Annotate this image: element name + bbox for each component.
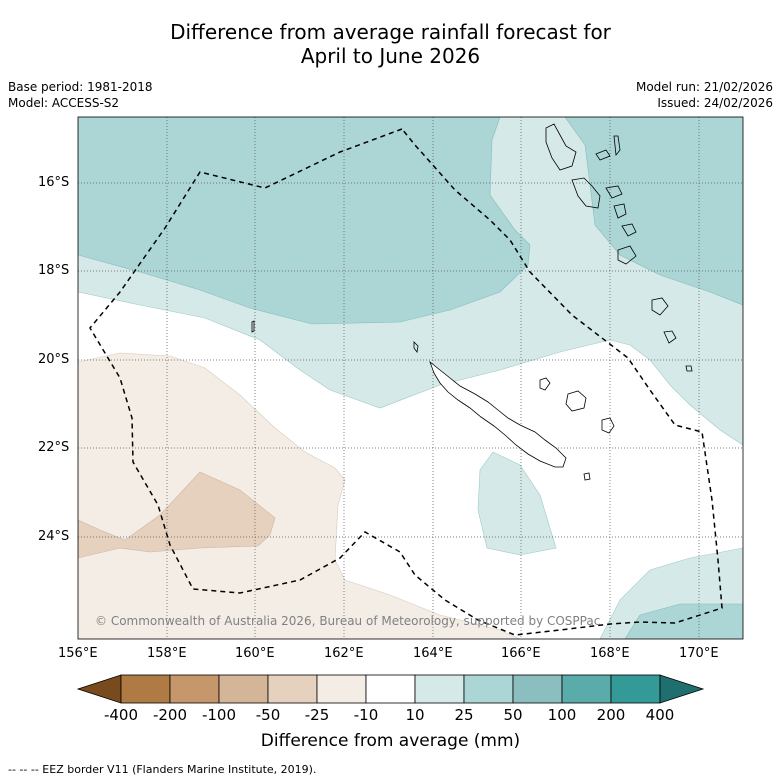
- chesterfield-reef: [251, 320, 255, 333]
- efate-island: [621, 223, 637, 237]
- model-name: Model: ACCESS-S2: [8, 96, 120, 110]
- colorbar-label: 100: [547, 706, 577, 724]
- eez-border: [89, 128, 723, 636]
- colorbar: [76, 674, 705, 704]
- new-caledonia-island: [429, 360, 567, 468]
- malekula-island: [571, 177, 601, 209]
- lon-label-160e: 160°E: [235, 646, 275, 661]
- ambrym-island: [605, 185, 623, 199]
- colorbar-extend-low: [76, 674, 122, 704]
- dry-anomaly-medium: [78, 471, 276, 559]
- lon-label-156e: 156°E: [58, 646, 98, 661]
- mare-island: [601, 417, 615, 434]
- tanna-island: [651, 297, 669, 316]
- colorbar-label: 25: [454, 706, 474, 724]
- copyright-notice: © Commonwealth of Australia 2026, Bureau…: [95, 614, 601, 628]
- colorbar-segment: [463, 674, 514, 704]
- isle-of-pines: [583, 472, 591, 481]
- colorbar-label: 10: [405, 706, 425, 724]
- colorbar-label: -200: [152, 706, 188, 724]
- colorbar-segment: [120, 674, 171, 704]
- meta-left: Base period: 1981-2018 Model: ACCESS-S2: [8, 79, 153, 111]
- map-field: [78, 117, 743, 639]
- lon-label-166e: 166°E: [501, 646, 541, 661]
- wet-anomaly-light-south: [477, 451, 557, 556]
- colorbar-segment: [414, 674, 465, 704]
- meta-right: Model run: 21/02/2026 Issued: 24/02/2026: [636, 79, 773, 111]
- erromango-island: [617, 245, 637, 265]
- base-period: Base period: 1981-2018: [8, 80, 153, 94]
- lon-label-168e: 168°E: [590, 646, 630, 661]
- colorbar-segment: [169, 674, 220, 704]
- issued-date: Issued: 24/02/2026: [657, 96, 773, 110]
- model-run: Model run: 21/02/2026: [635, 80, 773, 94]
- colorbar-segment: [218, 674, 269, 704]
- belep-islands: [413, 341, 419, 353]
- espiritu-santo-island: [545, 123, 577, 171]
- lon-label-162e: 162°E: [324, 646, 364, 661]
- title-line-2: April to June 2026: [300, 44, 481, 68]
- colorbar-segment: [561, 674, 612, 704]
- colorbar-segment: [267, 674, 318, 704]
- colorbar-label: -400: [103, 706, 139, 724]
- lat-label-20s: 20°S: [38, 352, 70, 367]
- dry-anomaly-light: [78, 352, 521, 639]
- colorbar-segment: [610, 674, 661, 704]
- lifou-island: [565, 390, 587, 412]
- maewo-island: [613, 135, 621, 157]
- lon-label-158e: 158°E: [147, 646, 187, 661]
- colorbar-label: 200: [596, 706, 626, 724]
- epi-island: [613, 203, 627, 219]
- lon-label-164e: 164°E: [413, 646, 453, 661]
- colorbar-label: -100: [201, 706, 237, 724]
- lon-label-170e: 170°E: [679, 646, 719, 661]
- colorbar-label: -10: [353, 706, 379, 724]
- lat-label-22s: 22°S: [38, 440, 70, 455]
- colorbar-label: -25: [304, 706, 330, 724]
- ouvea-island: [539, 377, 551, 391]
- wet-anomaly-medium-east: [564, 117, 743, 306]
- map-frame: [77, 116, 744, 640]
- chart-title: Difference from average rainfall forecas…: [0, 20, 781, 68]
- pentecost-island: [595, 149, 611, 161]
- lat-label-24s: 24°S: [38, 529, 70, 544]
- lat-label-18s: 18°S: [38, 263, 70, 278]
- colorbar-extend-high: [659, 674, 705, 704]
- lat-label-16s: 16°S: [38, 175, 70, 190]
- colorbar-title: Difference from average (mm): [260, 731, 521, 751]
- colorbar-label: 50: [503, 706, 523, 724]
- colorbar-label: 400: [645, 706, 675, 724]
- colorbar-segment: [512, 674, 563, 704]
- title-line-1: Difference from average rainfall forecas…: [170, 20, 611, 44]
- colorbar-segment: [316, 674, 367, 704]
- colorbar-label: -50: [255, 706, 281, 724]
- aneityum-island: [663, 330, 677, 344]
- wet-anomaly-medium-southeast: [624, 603, 743, 639]
- eez-legend: -- -- -- EEZ border V11 (Flanders Marine…: [8, 763, 317, 776]
- wet-anomaly-medium-west: [78, 117, 531, 325]
- gridlines: [78, 117, 743, 639]
- futuna-island: [685, 365, 693, 372]
- colorbar-segment: [365, 674, 416, 704]
